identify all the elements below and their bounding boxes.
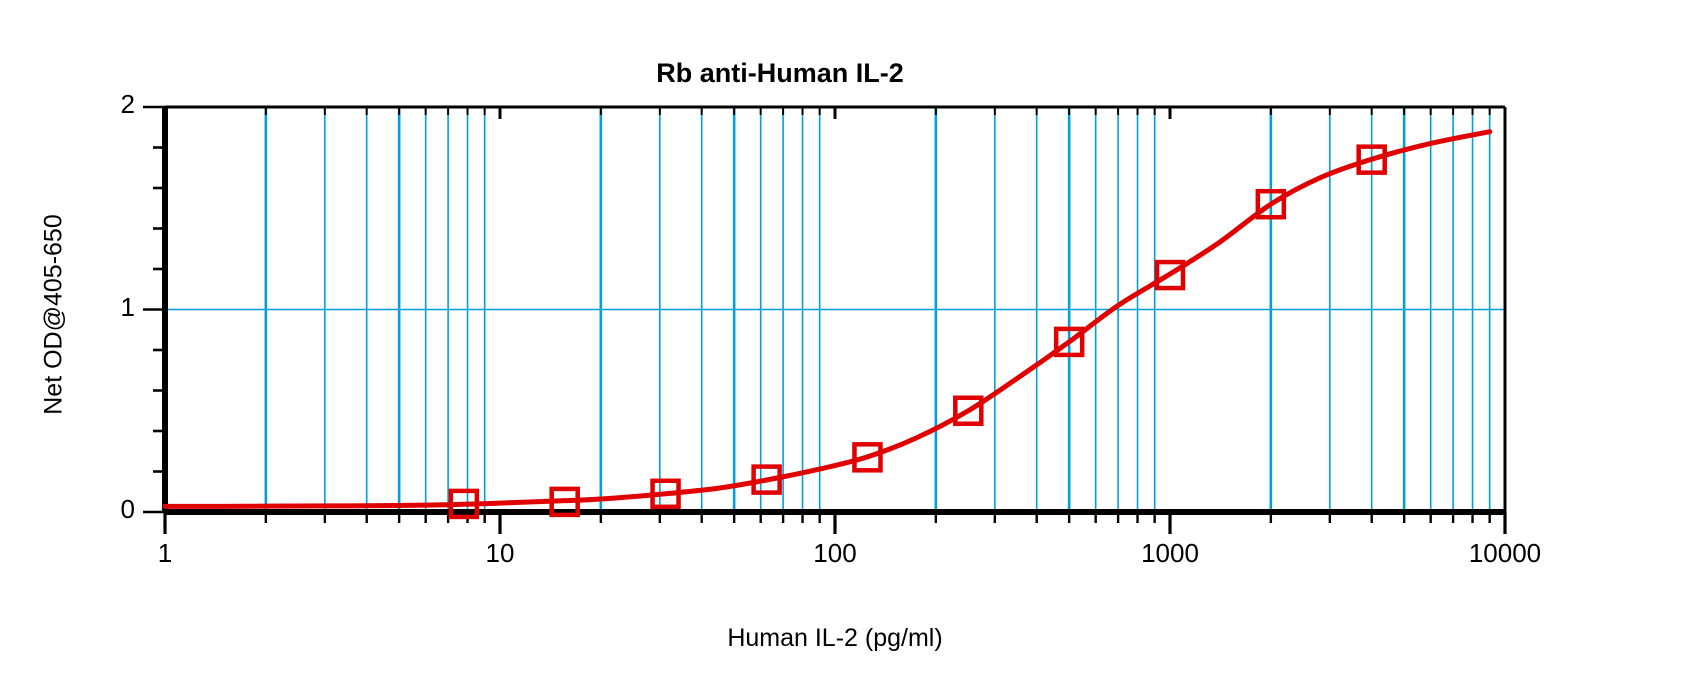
chart-title: Rb anti-Human IL-2 — [656, 58, 904, 88]
x-tick-label: 10 — [485, 538, 515, 568]
x-tick-label: 10000 — [1468, 538, 1542, 568]
y-tick-label: 2 — [120, 89, 135, 119]
fit-curve — [162, 129, 1493, 509]
x-tick-label: 1000 — [1141, 538, 1199, 568]
x-axis-label: Human IL-2 (pg/ml) — [727, 624, 943, 652]
y-tick-label: 0 — [120, 494, 135, 524]
data-markers — [448, 144, 1387, 520]
axis-ticks — [143, 105, 1507, 534]
x-tick-label: 100 — [813, 538, 857, 568]
x-tick-label: 1 — [157, 538, 173, 568]
grid-lines — [165, 107, 1505, 512]
y-tick-label: 1 — [120, 291, 135, 322]
